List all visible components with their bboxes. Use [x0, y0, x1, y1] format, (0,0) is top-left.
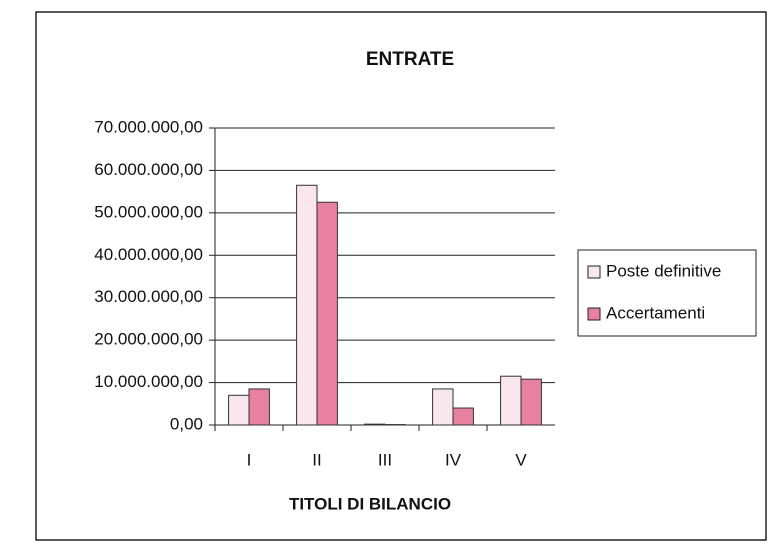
bar — [364, 423, 386, 426]
bar — [296, 184, 318, 426]
y-tick-label: 0,00 — [170, 414, 203, 433]
bar — [248, 388, 270, 426]
chart-title: ENTRATE — [366, 49, 454, 70]
y-tick-label: 10.000.000,00 — [94, 372, 203, 391]
y-tick-label: 30.000.000,00 — [94, 287, 203, 306]
bar — [228, 394, 250, 426]
bar — [500, 375, 522, 426]
x-tick-label: III — [378, 450, 392, 469]
x-tick-label: II — [312, 450, 321, 469]
legend-box — [577, 249, 757, 337]
x-tick-label: I — [247, 450, 252, 469]
y-tick-label: 70.000.000,00 — [94, 117, 203, 136]
bar — [452, 407, 474, 426]
bar — [316, 201, 338, 426]
bar — [520, 378, 542, 426]
y-tick-label: 60.000.000,00 — [94, 160, 203, 179]
y-tick-label: 40.000.000,00 — [94, 245, 203, 264]
y-tick-label: 20.000.000,00 — [94, 330, 203, 349]
x-tick-label: V — [515, 450, 527, 469]
legend-label: Accertamenti — [606, 303, 705, 322]
legend-swatch — [587, 307, 601, 321]
legend-swatch — [587, 265, 601, 279]
x-tick-label: IV — [445, 450, 462, 469]
legend-label: Poste definitive — [606, 261, 721, 280]
bar — [432, 388, 454, 426]
x-axis-label: TITOLI DI BILANCIO — [289, 494, 451, 513]
y-tick-label: 50.000.000,00 — [94, 202, 203, 221]
